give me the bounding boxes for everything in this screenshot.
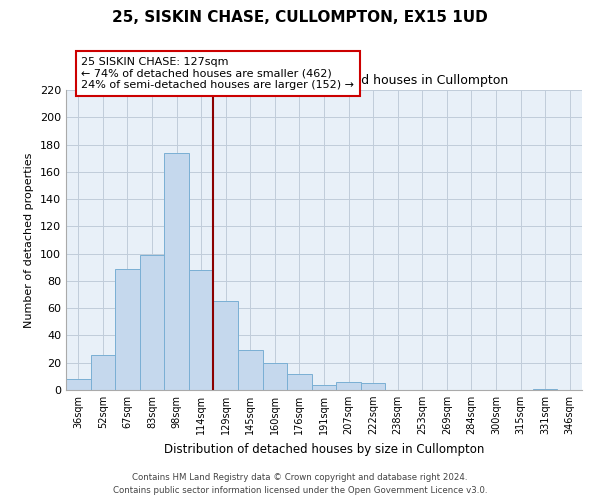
Bar [336,382,361,390]
Bar [533,388,557,390]
Bar [115,268,140,390]
Bar [164,152,189,390]
Text: Contains HM Land Registry data © Crown copyright and database right 2024.
Contai: Contains HM Land Registry data © Crown c… [113,474,487,495]
Bar [312,384,336,390]
Bar [263,362,287,390]
Text: 25, SISKIN CHASE, CULLOMPTON, EX15 1UD: 25, SISKIN CHASE, CULLOMPTON, EX15 1UD [112,10,488,25]
Bar [238,350,263,390]
Bar [214,302,238,390]
Text: 25 SISKIN CHASE: 127sqm
← 74% of detached houses are smaller (462)
24% of semi-d: 25 SISKIN CHASE: 127sqm ← 74% of detache… [82,57,355,90]
Bar [361,383,385,390]
Bar [287,374,312,390]
Bar [189,270,214,390]
Bar [66,379,91,390]
Bar [91,354,115,390]
Title: Size of property relative to detached houses in Cullompton: Size of property relative to detached ho… [139,74,509,88]
Y-axis label: Number of detached properties: Number of detached properties [25,152,34,328]
X-axis label: Distribution of detached houses by size in Cullompton: Distribution of detached houses by size … [164,442,484,456]
Bar [140,255,164,390]
